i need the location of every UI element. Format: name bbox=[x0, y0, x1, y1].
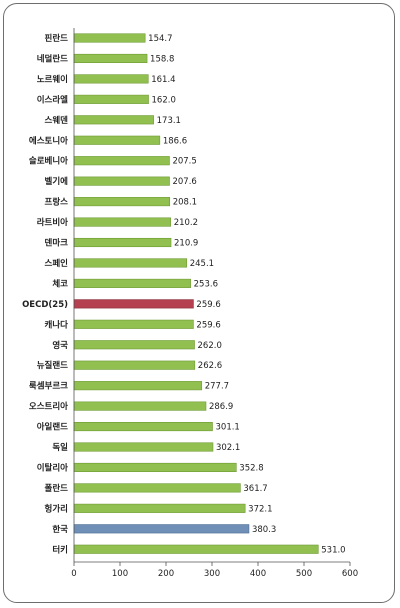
category-label: OECD(25) bbox=[22, 300, 68, 310]
bar-12 bbox=[73, 278, 191, 288]
category-label: 영국 bbox=[52, 340, 68, 351]
x-tick-label: 200 bbox=[158, 569, 174, 579]
bar-20 bbox=[73, 442, 214, 452]
value-label: 361.7 bbox=[243, 484, 267, 494]
bar-16 bbox=[73, 360, 196, 370]
value-label: 301.1 bbox=[216, 423, 240, 433]
value-label: 302.1 bbox=[216, 443, 240, 453]
category-label: 오스트리아 bbox=[29, 401, 68, 412]
category-label: 폴란드 bbox=[45, 483, 69, 494]
x-tick-label: 0 bbox=[71, 569, 76, 579]
value-label: 210.2 bbox=[174, 218, 198, 228]
bar-7 bbox=[73, 176, 170, 186]
category-label: 노르웨이 bbox=[37, 74, 68, 85]
bar-5 bbox=[73, 135, 161, 145]
bar-17 bbox=[73, 381, 203, 391]
category-label: 아일랜드 bbox=[37, 422, 68, 433]
chart-frame bbox=[3, 3, 395, 603]
value-label: 259.6 bbox=[196, 320, 220, 330]
value-label: 262.0 bbox=[198, 341, 222, 351]
bar-25 bbox=[73, 544, 319, 554]
category-labels-group: 핀란드네덜란드노르웨이이스라엘스웨덴에스토니아슬로베니아벨기에프랑스라트비아덴마… bbox=[22, 33, 68, 555]
value-label: 380.3 bbox=[252, 525, 276, 535]
bar-15 bbox=[73, 340, 195, 350]
category-label: 뉴질랜드 bbox=[37, 360, 68, 371]
bar-1 bbox=[73, 53, 148, 64]
value-label: 253.6 bbox=[194, 279, 218, 289]
category-label: 슬로베니아 bbox=[29, 156, 68, 167]
category-label: 프랑스 bbox=[45, 197, 69, 208]
value-label: 286.9 bbox=[209, 402, 233, 412]
x-tick-label: 100 bbox=[112, 569, 128, 579]
value-label: 173.1 bbox=[157, 116, 181, 126]
category-label: 핀란드 bbox=[45, 33, 69, 44]
value-label: 277.7 bbox=[205, 382, 229, 392]
bar-2 bbox=[73, 74, 149, 84]
category-label: 스페인 bbox=[45, 258, 69, 269]
value-label: 158.8 bbox=[150, 54, 174, 64]
x-tick-label: 300 bbox=[204, 569, 220, 579]
category-label: 한국 bbox=[52, 524, 68, 535]
bar-3 bbox=[73, 94, 149, 104]
bar-19 bbox=[73, 421, 213, 432]
bar-10 bbox=[73, 237, 172, 248]
category-label: 체코 bbox=[52, 278, 68, 289]
category-label: 이탈리아 bbox=[37, 462, 68, 473]
bar-21 bbox=[73, 462, 237, 473]
value-label: 154.7 bbox=[148, 34, 172, 44]
category-label: 캐나다 bbox=[45, 319, 69, 330]
category-label: 헝가리 bbox=[45, 503, 68, 514]
bar-18 bbox=[73, 401, 207, 411]
value-label: 262.6 bbox=[198, 361, 222, 371]
value-label: 372.1 bbox=[248, 504, 272, 514]
bars-group bbox=[73, 33, 319, 554]
value-label: 245.1 bbox=[190, 259, 214, 269]
bar-23 bbox=[73, 503, 246, 513]
bar-13 bbox=[73, 299, 194, 309]
category-label: 벨기에 bbox=[45, 176, 69, 187]
category-label: 이스라엘 bbox=[37, 94, 68, 105]
value-label: 531.0 bbox=[321, 545, 345, 555]
value-label: 259.6 bbox=[196, 300, 220, 310]
bar-14 bbox=[73, 319, 194, 329]
value-label: 162.0 bbox=[152, 95, 176, 105]
value-labels-group: 154.7 158.8 161.4 162.0 173.1 186.6 207.5 207.6… bbox=[148, 34, 345, 555]
bar-0 bbox=[73, 33, 146, 43]
bar-11 bbox=[73, 258, 188, 268]
x-tick-label: 400 bbox=[250, 569, 266, 579]
category-label: 네덜란드 bbox=[37, 53, 68, 64]
value-label: 208.1 bbox=[173, 198, 197, 208]
category-label: 덴마크 bbox=[45, 238, 69, 249]
value-label: 186.6 bbox=[163, 136, 187, 146]
x-axis: 0 100 200 300 400 500 600 bbox=[71, 28, 358, 579]
category-label: 에스토니아 bbox=[29, 135, 68, 146]
category-label: 독일 bbox=[52, 442, 68, 453]
x-tick-label: 500 bbox=[296, 569, 312, 579]
bar-8 bbox=[73, 197, 171, 207]
x-tick-label: 600 bbox=[342, 569, 358, 579]
bar-22 bbox=[73, 483, 241, 493]
value-label: 210.9 bbox=[174, 239, 198, 249]
value-label: 161.4 bbox=[151, 75, 175, 85]
bar-4 bbox=[73, 115, 154, 125]
value-label: 207.6 bbox=[172, 177, 196, 187]
category-label: 터키 bbox=[52, 544, 68, 555]
bar-9 bbox=[73, 217, 171, 227]
value-label: 207.5 bbox=[172, 157, 196, 167]
bar-6 bbox=[73, 156, 170, 166]
category-label: 룩셈부르크 bbox=[29, 381, 68, 392]
category-label: 스웨덴 bbox=[45, 115, 69, 126]
value-label: 352.8 bbox=[239, 463, 263, 473]
category-label: 라트비아 bbox=[37, 217, 68, 228]
bar-24 bbox=[73, 524, 250, 534]
